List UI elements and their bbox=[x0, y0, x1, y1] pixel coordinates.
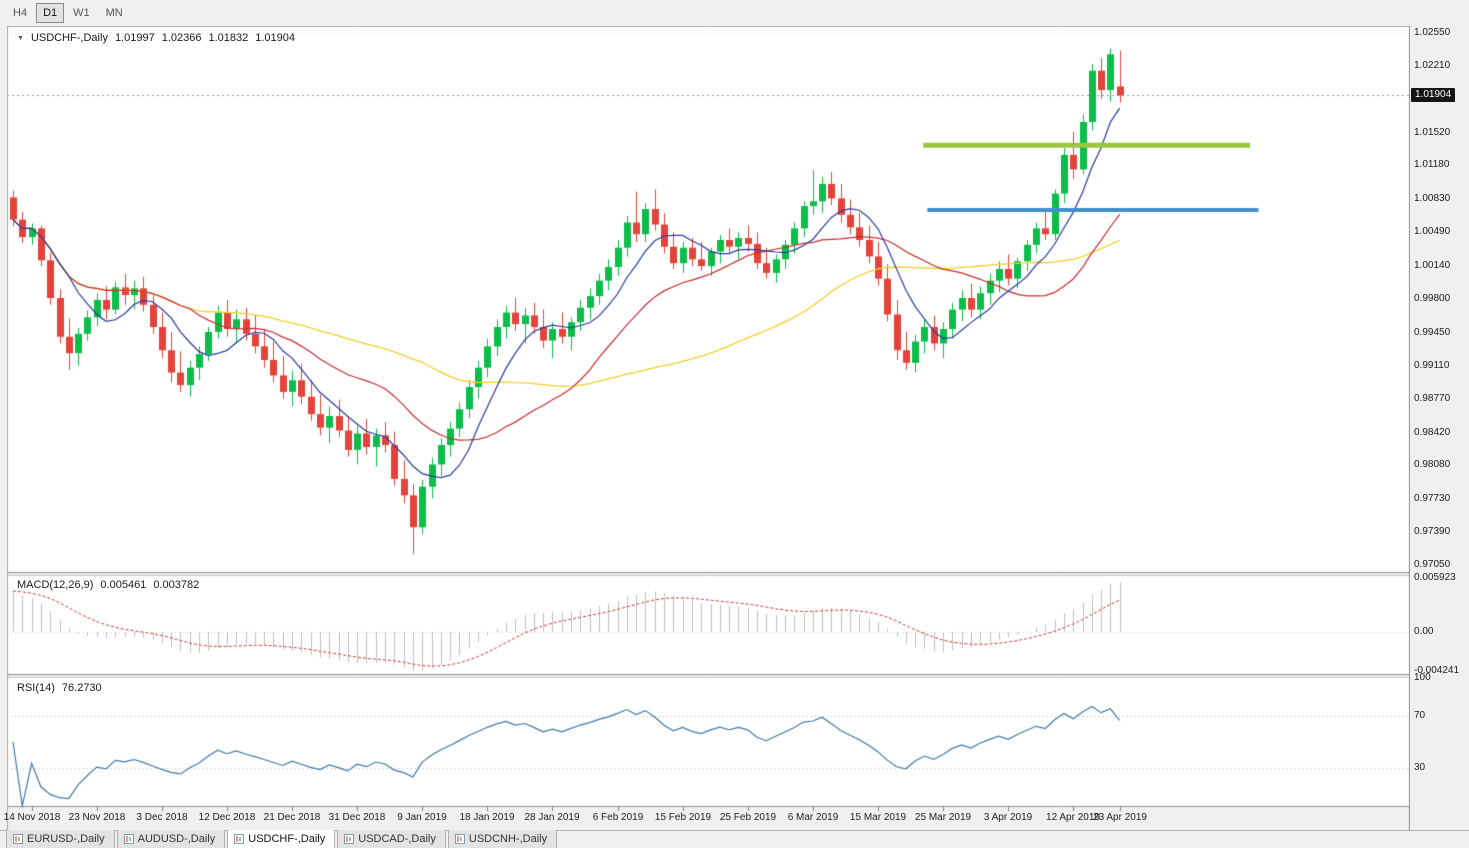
chart-panel-usdchf: ▼ USDCHF-,Daily 1.01997 1.02366 1.01832 … bbox=[4, 26, 1469, 830]
macd-value-signal: 0.003782 bbox=[153, 579, 200, 591]
date-axis-label: 15 Mar 2019 bbox=[849, 812, 907, 823]
macd-name: MACD(12,26,9) bbox=[17, 579, 94, 591]
chart-symbol-period: USDCHF-,Daily bbox=[30, 32, 108, 44]
price-axis-label: 0.99450 bbox=[1414, 327, 1451, 338]
date-axis-label: 25 Mar 2019 bbox=[914, 812, 972, 823]
price-axis-label: 1.00830 bbox=[1414, 193, 1451, 204]
timeframe-button-w1[interactable]: W1 bbox=[66, 3, 97, 23]
chart-tab-label: USDCNH-,Daily bbox=[468, 832, 548, 845]
date-axis-label: 12 Dec 2018 bbox=[198, 812, 256, 823]
price-axis-label: 1.01180 bbox=[1414, 159, 1450, 170]
date-axis-label: 3 Apr 2019 bbox=[983, 812, 1033, 823]
timeframe-button-mn[interactable]: MN bbox=[99, 3, 130, 23]
date-axis-label: 12 Apr 2019 bbox=[1046, 812, 1100, 823]
date-axis-label: 9 Jan 2019 bbox=[397, 812, 447, 823]
candlestick-chart-icon bbox=[234, 833, 245, 844]
price-axis-label: 0.98770 bbox=[1414, 393, 1451, 404]
chart-tab-label: EURUSD-,Daily bbox=[27, 832, 105, 845]
ohlc-close: 1.01904 bbox=[255, 32, 295, 44]
price-axis-label: 1.02550 bbox=[1414, 27, 1451, 38]
ohlc-open: 1.01997 bbox=[114, 32, 155, 44]
chart-tab-eurusd[interactable]: EURUSD-,Daily bbox=[6, 829, 115, 848]
timeframe-button-h4[interactable]: H4 bbox=[6, 3, 34, 23]
date-axis-label: 25 Feb 2019 bbox=[719, 812, 777, 823]
price-axis-label: 0.97050 bbox=[1414, 559, 1451, 570]
date-axis-label: 18 Jan 2019 bbox=[459, 812, 515, 823]
rsi-axis-label: 70 bbox=[1414, 710, 1426, 721]
date-axis-label: 23 Apr 2019 bbox=[1093, 812, 1147, 823]
price-axis-label: 0.98080 bbox=[1414, 459, 1451, 470]
rsi-name: RSI(14) bbox=[17, 682, 55, 694]
chart-title-bar: ▼ USDCHF-,Daily 1.01997 1.02366 1.01832 … bbox=[17, 32, 295, 44]
candlestick-chart-icon bbox=[344, 833, 355, 844]
ohlc-high: 1.02366 bbox=[161, 32, 202, 44]
rsi-axis-label: 30 bbox=[1414, 762, 1426, 773]
macd-axis-label: 0.005923 bbox=[1414, 572, 1456, 583]
price-axis-label: 1.02210 bbox=[1414, 60, 1451, 71]
price-axis[interactable]: 1.02550 1.02210 1.01520 1.01180 1.00830 1.004… bbox=[1410, 26, 1469, 830]
price-axis-label: 0.98420 bbox=[1414, 427, 1451, 438]
price-axis-label: 0.97390 bbox=[1414, 526, 1451, 537]
price-axis-label: 0.97730 bbox=[1414, 493, 1451, 504]
chart-tab-label: AUDUSD-,Daily bbox=[137, 832, 216, 845]
macd-value-main: 0.005461 bbox=[100, 579, 147, 591]
candlestick-chart-icon bbox=[123, 833, 134, 844]
date-axis-label: 6 Mar 2019 bbox=[787, 812, 839, 823]
collapse-arrow-icon[interactable]: ▼ bbox=[17, 34, 24, 42]
current-price-badge: 1.01904 bbox=[1411, 88, 1456, 102]
macd-axis-label: -0.004241 bbox=[1414, 665, 1460, 676]
macd-axis-label: 0.00 bbox=[1414, 626, 1434, 637]
date-axis-label: 14 Nov 2018 bbox=[3, 812, 61, 823]
date-axis-label: 31 Dec 2018 bbox=[328, 812, 386, 823]
date-axis-label: 21 Dec 2018 bbox=[263, 812, 321, 823]
price-axis-label: 0.99800 bbox=[1414, 293, 1451, 304]
price-axis-label: 1.00140 bbox=[1414, 260, 1451, 271]
candlestick-chart-canvas[interactable] bbox=[7, 26, 1410, 830]
candlestick-chart-icon bbox=[454, 833, 465, 844]
rsi-axis-label: 100 bbox=[1414, 672, 1431, 683]
chart-tab-usdcad[interactable]: USDCAD-,Daily bbox=[337, 829, 446, 848]
date-axis-label: 23 Nov 2018 bbox=[68, 812, 126, 823]
time-axis[interactable]: 14 Nov 2018 23 Nov 2018 3 Dec 2018 12 Dec 2… bbox=[4, 807, 1410, 830]
chart-tab-usdchf[interactable]: USDCHF-,Daily bbox=[227, 829, 336, 848]
chart-tab-label: USDCAD-,Daily bbox=[358, 832, 436, 845]
chart-tab-audusd[interactable]: AUDUSD-,Daily bbox=[116, 829, 226, 848]
date-axis-label: 3 Dec 2018 bbox=[136, 812, 188, 823]
date-axis-label: 6 Feb 2019 bbox=[592, 812, 644, 823]
rsi-indicator-label: RSI(14) 76.2730 bbox=[17, 682, 102, 694]
price-axis-label: 1.01520 bbox=[1414, 127, 1451, 138]
price-axis-label: 0.99110 bbox=[1414, 360, 1450, 371]
date-axis-label: 15 Feb 2019 bbox=[654, 812, 712, 823]
timeframe-button-d1[interactable]: D1 bbox=[36, 3, 65, 23]
ohlc-low: 1.01832 bbox=[208, 32, 249, 44]
chart-tab-usdcnh[interactable]: USDCNH-,Daily bbox=[447, 829, 558, 848]
chart-tab-label: USDCHF-,Daily bbox=[248, 832, 326, 845]
date-axis-label: 28 Jan 2019 bbox=[524, 812, 580, 823]
candlestick-chart-icon bbox=[13, 833, 23, 844]
price-axis-label: 1.00490 bbox=[1414, 226, 1451, 237]
chart-tabs-bar: EURUSD-,Daily AUDUSD-,Daily USDCHF-,Daily U… bbox=[0, 829, 1469, 848]
macd-indicator-label: MACD(12,26,9) 0.005461 0.003782 bbox=[17, 579, 199, 591]
rsi-value: 76.2730 bbox=[61, 682, 102, 694]
timeframe-toolbar: H4 D1 W1 MN bbox=[0, 0, 1469, 26]
